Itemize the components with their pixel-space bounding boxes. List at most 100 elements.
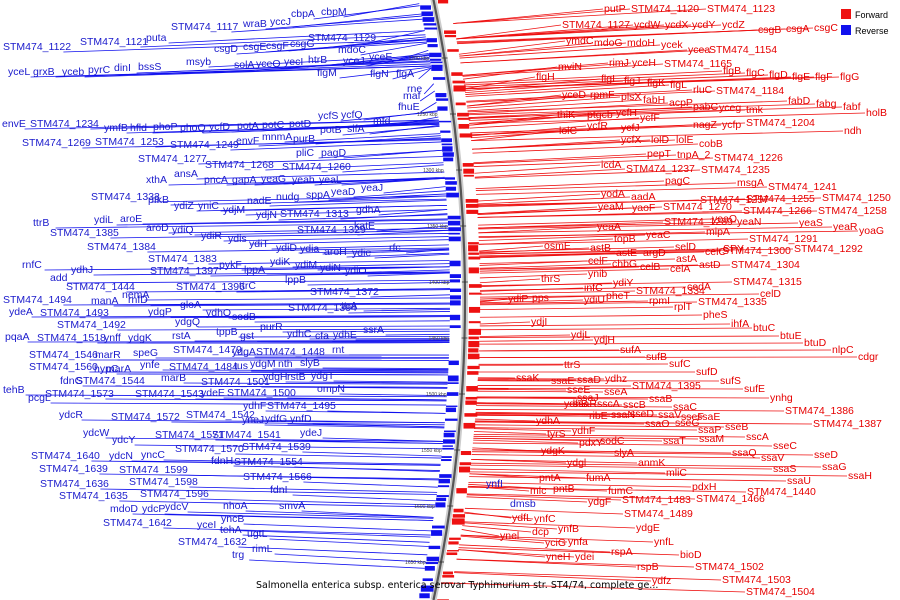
gene-label[interactable]: katE [354, 220, 375, 232]
gene-label[interactable]: astE [616, 247, 637, 259]
gene-label[interactable]: ydiQ [172, 224, 194, 236]
gene-label[interactable]: ycfS [318, 110, 338, 122]
gene-label[interactable]: ycdZ [722, 19, 745, 31]
gene-label[interactable]: pheT [606, 290, 631, 302]
gene-label[interactable]: STM474_1502 [695, 561, 764, 573]
gene-label[interactable]: cobB [699, 138, 723, 150]
gene-label[interactable]: ydiY [613, 277, 633, 289]
gene-label[interactable]: pdxY [579, 437, 603, 449]
gene-label[interactable]: icdA [601, 159, 621, 171]
gene-label[interactable]: STM474_1489 [624, 508, 693, 520]
gene-label[interactable]: sseF [681, 411, 704, 423]
gene-label[interactable]: ycdX [665, 19, 688, 31]
gene-feature[interactable] [453, 508, 464, 513]
gene-label[interactable]: csgG [290, 38, 315, 50]
gene-label[interactable]: STM474_1268 [205, 159, 274, 171]
gene-feature[interactable] [420, 585, 434, 592]
gene-label[interactable]: ndh [844, 125, 862, 137]
gene-label[interactable]: yciG [545, 537, 566, 549]
gene-label[interactable]: flgI [601, 73, 615, 85]
gene-label[interactable]: ydcV [165, 501, 188, 513]
gene-label[interactable]: thiK [557, 109, 575, 121]
gene-feature[interactable] [448, 232, 460, 235]
gene-label[interactable]: ydjN [256, 209, 277, 221]
gene-label[interactable]: yceL [8, 66, 30, 78]
gene-feature[interactable] [436, 497, 447, 502]
gene-label[interactable]: tnpA_2 [677, 149, 710, 161]
gene-feature[interactable] [448, 236, 461, 242]
gene-label[interactable]: yeaO [712, 213, 737, 225]
gene-label[interactable]: fabf [843, 101, 861, 113]
gene-label[interactable]: sseE [567, 384, 590, 396]
gene-label[interactable]: ydiM [295, 259, 317, 271]
gene-label[interactable]: STM474_1266 [743, 205, 812, 217]
gene-feature[interactable] [449, 295, 462, 300]
gene-feature[interactable] [451, 518, 465, 525]
gene-label[interactable]: ydeE [201, 387, 225, 399]
gene-feature[interactable] [430, 61, 443, 64]
gene-label[interactable]: tmk [746, 104, 764, 116]
gene-label[interactable]: STM474_1120 [631, 3, 699, 15]
gene-feature[interactable] [459, 462, 472, 466]
gene-label[interactable]: fdnG [60, 375, 83, 387]
gene-label[interactable]: trg [232, 549, 244, 561]
gene-feature[interactable] [443, 432, 455, 438]
gene-feature[interactable] [438, 120, 452, 123]
gene-label[interactable]: msgA [737, 177, 764, 189]
gene-label[interactable]: tehB [3, 384, 25, 396]
gene-feature[interactable] [419, 593, 430, 599]
gene-label[interactable]: chbG [612, 258, 637, 270]
gene-feature[interactable] [432, 525, 445, 529]
gene-label[interactable]: rstA [172, 330, 191, 342]
gene-label[interactable]: STM474_1599 [119, 464, 188, 476]
gene-feature[interactable] [452, 80, 466, 84]
gene-label[interactable]: mviN [558, 61, 582, 73]
gene-label[interactable]: rnt [332, 344, 344, 356]
gene-label[interactable]: sodB [232, 311, 256, 323]
gene-label[interactable]: aroH [324, 246, 347, 258]
gene-label[interactable]: ydiD [276, 242, 297, 254]
gene-feature[interactable] [468, 284, 482, 288]
gene-feature[interactable] [440, 130, 451, 133]
gene-feature[interactable] [422, 578, 433, 582]
gene-feature[interactable] [465, 400, 477, 405]
gene-label[interactable]: aadA [631, 191, 656, 203]
gene-label[interactable]: ttrA [341, 300, 357, 312]
gene-label[interactable]: hypC [94, 363, 119, 375]
gene-label[interactable]: ihfA [731, 318, 749, 330]
gene-label[interactable]: sufS [720, 375, 741, 387]
gene-label[interactable]: yeaA [597, 221, 621, 233]
gene-label[interactable]: sufB [646, 351, 667, 363]
gene-label[interactable]: rplT [674, 301, 693, 313]
gene-label[interactable]: ydcW [83, 427, 109, 439]
gene-label[interactable]: flgB [723, 65, 741, 77]
gene-label[interactable]: lolC [559, 125, 578, 137]
gene-label[interactable]: STM474_1269 [22, 137, 91, 149]
gene-label[interactable]: ycfQ [341, 109, 363, 121]
gene-label[interactable]: csgB [758, 24, 781, 36]
gene-feature[interactable] [432, 77, 446, 80]
gene-label[interactable]: flgK [647, 77, 665, 89]
gene-label[interactable]: lolD [651, 134, 670, 146]
gene-feature[interactable] [468, 348, 479, 353]
gene-label[interactable]: yceg [719, 102, 741, 114]
gene-label[interactable]: sseA [604, 386, 627, 398]
gene-label[interactable]: STM474_1289 [664, 216, 733, 228]
gene-label[interactable]: STM474_1122 [3, 41, 71, 53]
gene-label[interactable]: puta [146, 32, 167, 44]
gene-label[interactable]: dinI [114, 62, 131, 74]
gene-label[interactable]: STM474_1334 [636, 285, 705, 297]
gene-label[interactable]: selD [675, 241, 696, 253]
gene-feature[interactable] [465, 203, 479, 208]
gene-label[interactable]: pagC [665, 175, 691, 187]
gene-label[interactable]: ydiL [94, 214, 113, 226]
gene-label[interactable]: ptgcb [587, 109, 613, 121]
gene-label[interactable]: ssaV [761, 452, 784, 464]
gene-label[interactable]: ydiU [584, 294, 605, 306]
gene-feature[interactable] [451, 72, 463, 76]
gene-label[interactable]: yeaM [598, 201, 624, 213]
gene-label[interactable]: xthA [146, 174, 167, 186]
gene-label[interactable]: mipA [706, 226, 730, 238]
gene-label[interactable]: ynfI [486, 478, 503, 490]
gene-feature[interactable] [466, 209, 479, 214]
